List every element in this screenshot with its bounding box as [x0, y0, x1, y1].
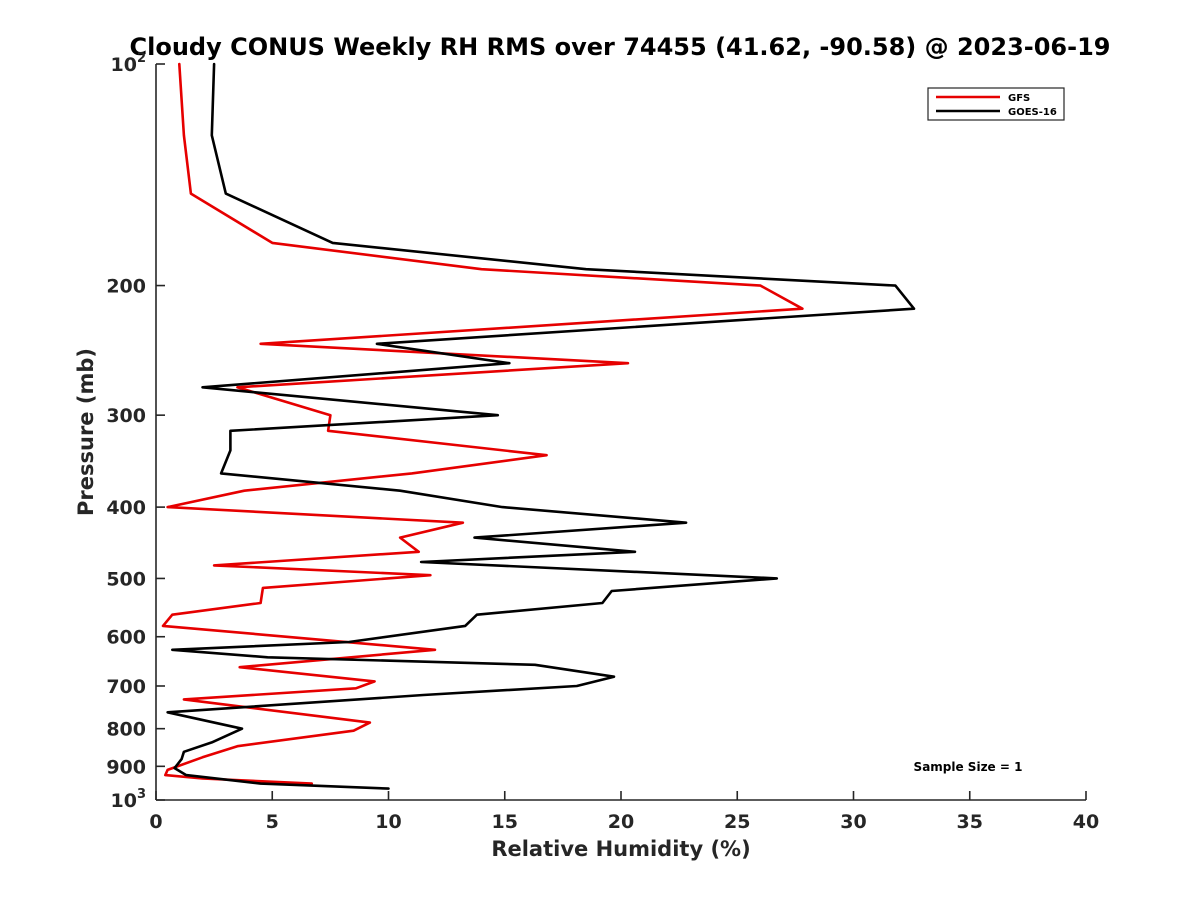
x-tick-label: 0	[149, 811, 162, 833]
x-tick-label: 5	[266, 811, 279, 833]
legend: GFS GOES-16	[927, 87, 1065, 121]
y-tick-label: 103	[111, 787, 147, 812]
x-tick-label: 30	[840, 811, 866, 833]
y-tick-label: 800	[106, 719, 146, 741]
x-tick-label: 10	[375, 811, 401, 833]
y-tick-label: 400	[106, 497, 146, 519]
series-line-goes-16	[166, 62, 916, 790]
legend-box	[927, 87, 1065, 121]
series-line-gfs	[161, 62, 804, 785]
y-tick-label: 300	[106, 405, 146, 427]
y-tick-label: 900	[106, 756, 146, 778]
series-layer	[161, 62, 916, 790]
y-axis-label: Pressure (mb)	[74, 348, 98, 516]
y-tick-label: 500	[106, 568, 146, 590]
y-tick-label: 700	[106, 676, 146, 698]
x-axis-label: Relative Humidity (%)	[491, 837, 750, 861]
axes: 0 5 10 15 20 25 30 35 40 102 200 300 400 500 600 700 800…	[106, 51, 1099, 833]
chart-title: Cloudy CONUS Weekly RH RMS over 74455 (4…	[130, 33, 1111, 61]
x-tick-label: 40	[1073, 811, 1099, 833]
x-tick-label: 15	[492, 811, 518, 833]
x-tick-label: 35	[957, 811, 983, 833]
legend-entry-label: GFS	[1008, 93, 1030, 104]
y-tick-label: 102	[111, 51, 147, 76]
y-tick-label: 600	[106, 627, 146, 649]
x-tick-label: 20	[608, 811, 634, 833]
x-tick-label: 25	[724, 811, 750, 833]
y-tick-label: 200	[106, 276, 146, 298]
sample-size-annotation: Sample Size = 1	[914, 760, 1023, 774]
legend-entry-label: GOES-16	[1008, 107, 1057, 118]
